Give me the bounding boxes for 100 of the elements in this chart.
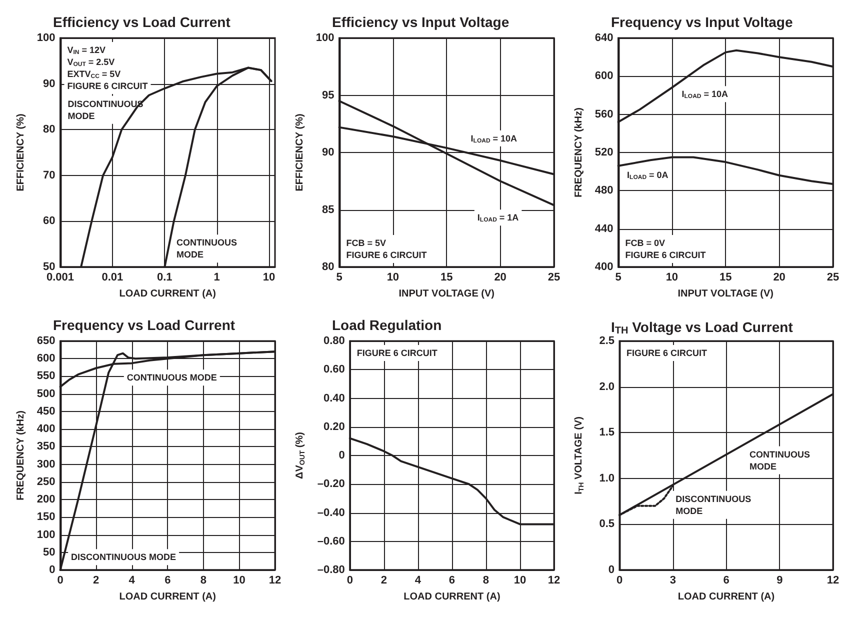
y-tick-label: 95: [322, 89, 334, 102]
x-tick-label: 6: [448, 574, 456, 586]
y-tick-label: 1.5: [599, 426, 614, 439]
y-tick-label: 440: [594, 222, 614, 235]
x-tick-label: 15: [440, 272, 453, 284]
series-label: CONTINUOUS MODE: [749, 449, 810, 472]
x-tick-label: 0.001: [46, 272, 74, 284]
y-tick-label: 400: [36, 423, 56, 436]
x-tick-label: 2: [92, 574, 100, 586]
x-tick-label: 4: [414, 574, 422, 586]
x-tick-label: 25: [826, 272, 840, 284]
x-tick-label: 8: [482, 574, 490, 586]
y-tick-label: 85: [322, 204, 334, 216]
y-tick-label: 450: [36, 405, 56, 418]
y-tick-label: 2.0: [599, 380, 614, 393]
x-tick-label: 10: [233, 574, 246, 586]
x-axis-title: LOAD CURRENT (A): [404, 592, 500, 602]
x-axis-title: INPUT VOLTAGE (V): [678, 288, 774, 300]
annotation: FCB = 5V FIGURE 6 CIRCUIT: [346, 238, 428, 260]
y-tick-label: –0.60: [317, 535, 345, 548]
y-tick-label: 650: [36, 335, 56, 347]
x-tick-label: 25: [548, 272, 560, 284]
y-tick-label: 0: [49, 564, 56, 576]
y-tick-label: 600: [36, 352, 56, 365]
y-tick-label: 0: [608, 564, 614, 576]
y-tick-label: 480: [594, 184, 614, 197]
y-tick-label: 80: [43, 124, 56, 136]
annotation: FIGURE 6 CIRCUIT: [356, 348, 438, 358]
x-tick-label: 10: [262, 272, 276, 284]
y-tick-label: –0.20: [317, 478, 345, 490]
y-tick-label: 550: [36, 370, 56, 382]
x-tick-label: 10: [514, 574, 526, 586]
y-tick-label: 100: [316, 32, 334, 44]
x-tick-label: 4: [128, 574, 136, 586]
x-tick-label: 20: [773, 272, 786, 284]
x-tick-label: 2: [380, 574, 387, 586]
x-tick-label: 12: [826, 574, 840, 586]
x-tick-label: 0.1: [157, 272, 172, 284]
y-tick-label: 2.5: [599, 335, 614, 347]
y-tick-label: 50: [43, 261, 56, 273]
y-tick-label: 50: [43, 546, 56, 558]
chart-title: Frequency vs Load Current: [53, 317, 236, 333]
x-tick-label: 10: [386, 272, 400, 284]
series-label: CONTINUOUS MODE: [126, 372, 217, 383]
y-tick-label: 0.5: [599, 518, 614, 530]
chart-title: Efficiency vs Load Current: [53, 14, 231, 30]
series-label: DISCONTINUOUS MODE: [676, 494, 752, 516]
y-tick-label: –0.40: [317, 506, 345, 519]
y-tick-label: 640: [594, 32, 614, 44]
y-tick-label: 100: [36, 528, 56, 541]
y-tick-label: 60: [43, 215, 56, 228]
x-tick-label: 0: [616, 574, 623, 586]
x-tick-label: 6: [723, 574, 730, 586]
x-axis-title: LOAD CURRENT (A): [678, 592, 775, 602]
x-tick-label: 3: [670, 574, 676, 586]
y-tick-label: 90: [322, 146, 334, 158]
y-tick-label: 500: [36, 388, 56, 400]
x-axis-title: LOAD CURRENT (A): [119, 592, 216, 602]
x-tick-label: 5: [336, 272, 342, 284]
x-tick-label: 8: [200, 574, 206, 586]
y-tick-label: 250: [36, 476, 56, 488]
annotation: FIGURE 6 CIRCUIT: [626, 348, 708, 358]
x-axis-title: INPUT VOLTAGE (V): [398, 288, 494, 300]
x-tick-label: 10: [666, 272, 678, 284]
y-tick-label: 0: [338, 450, 345, 462]
x-tick-label: 9: [776, 574, 783, 586]
y-axis-title: EFFICIENCY (%): [294, 114, 306, 192]
y-tick-label: 0.40: [324, 392, 345, 404]
x-tick-label: 12: [268, 574, 282, 586]
y-tick-label: 300: [36, 458, 56, 470]
y-tick-label: 150: [36, 511, 56, 524]
series-label: DISCONTINUOUS MODE: [71, 552, 176, 562]
y-tick-label: 1.0: [599, 472, 614, 484]
chart-title: Load Regulation: [332, 317, 442, 333]
series-label: CONTINUOUS MODE: [176, 238, 238, 260]
chart-title: Frequency vs Input Voltage: [611, 14, 793, 30]
x-tick-label: 20: [494, 272, 506, 284]
y-tick-label: –0.80: [317, 564, 345, 576]
x-axis-title: LOAD CURRENT (A): [119, 288, 216, 300]
y-tick-label: 200: [36, 494, 56, 506]
x-tick-label: 0: [346, 574, 353, 586]
x-tick-label: 5: [615, 272, 622, 284]
y-tick-label: 0.20: [324, 420, 345, 433]
x-tick-label: 0.01: [102, 272, 124, 284]
y-tick-label: 100: [36, 32, 56, 44]
x-tick-label: 6: [164, 574, 171, 586]
y-tick-label: 0.60: [324, 364, 345, 376]
x-tick-label: 12: [548, 574, 560, 586]
y-tick-label: 600: [594, 70, 614, 82]
y-tick-label: 90: [43, 78, 56, 90]
y-tick-label: 560: [594, 108, 614, 120]
y-tick-label: 400: [594, 261, 614, 273]
x-tick-label: 15: [720, 272, 732, 284]
y-axis-title: FREQUENCY (kHz): [574, 108, 584, 198]
x-tick-label: 0: [57, 574, 64, 586]
y-tick-label: 80: [322, 261, 334, 273]
x-tick-label: 1: [214, 272, 220, 284]
y-axis-title: EFFICIENCY (%): [16, 114, 26, 192]
y-axis-title: FREQUENCY (kHz): [16, 410, 26, 500]
y-tick-label: 0.80: [324, 335, 345, 347]
